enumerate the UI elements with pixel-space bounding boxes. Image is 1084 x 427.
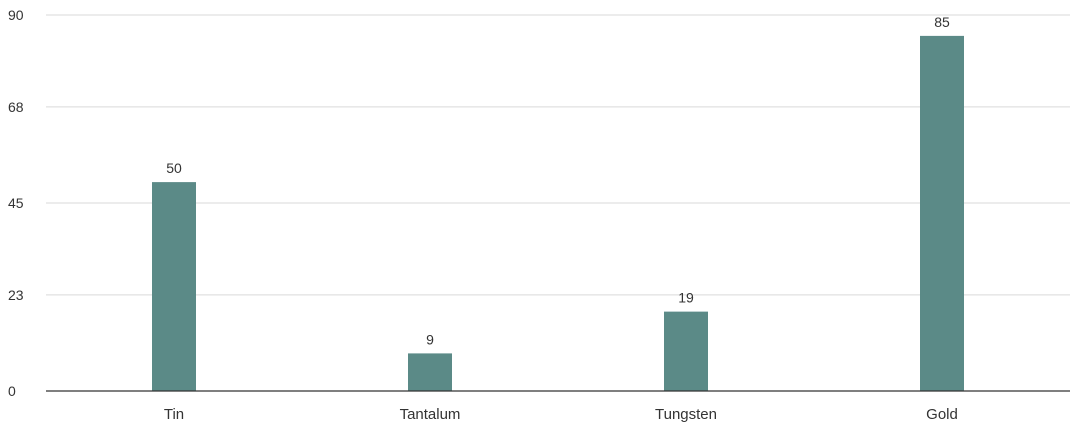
- y-tick-label: 90: [8, 7, 24, 23]
- y-tick-label: 68: [8, 99, 24, 115]
- x-category-label: Tantalum: [400, 406, 461, 423]
- y-tick-label: 23: [8, 287, 24, 303]
- data-label: 85: [934, 14, 950, 30]
- x-category-label: Tungsten: [655, 406, 717, 423]
- bar-tungsten: [664, 311, 708, 391]
- gridlines: [46, 14, 1070, 296]
- data-label: 50: [166, 160, 182, 176]
- bars: [152, 35, 964, 392]
- x-axis-categories: Tin Tantalum Tungsten Gold: [164, 406, 958, 423]
- data-label: 19: [678, 290, 694, 306]
- bar-tin: [152, 182, 196, 391]
- y-axis-ticks: 0 23 45 68 90: [8, 7, 24, 399]
- data-label: 9: [426, 331, 434, 347]
- y-tick-label: 0: [8, 383, 16, 399]
- y-tick-label: 45: [8, 195, 24, 211]
- bar-gold: [920, 35, 964, 392]
- bar-tantalum: [408, 353, 452, 391]
- data-labels: 50 9 19 85: [166, 14, 950, 348]
- x-category-label: Gold: [926, 406, 958, 423]
- x-category-label: Tin: [164, 406, 184, 423]
